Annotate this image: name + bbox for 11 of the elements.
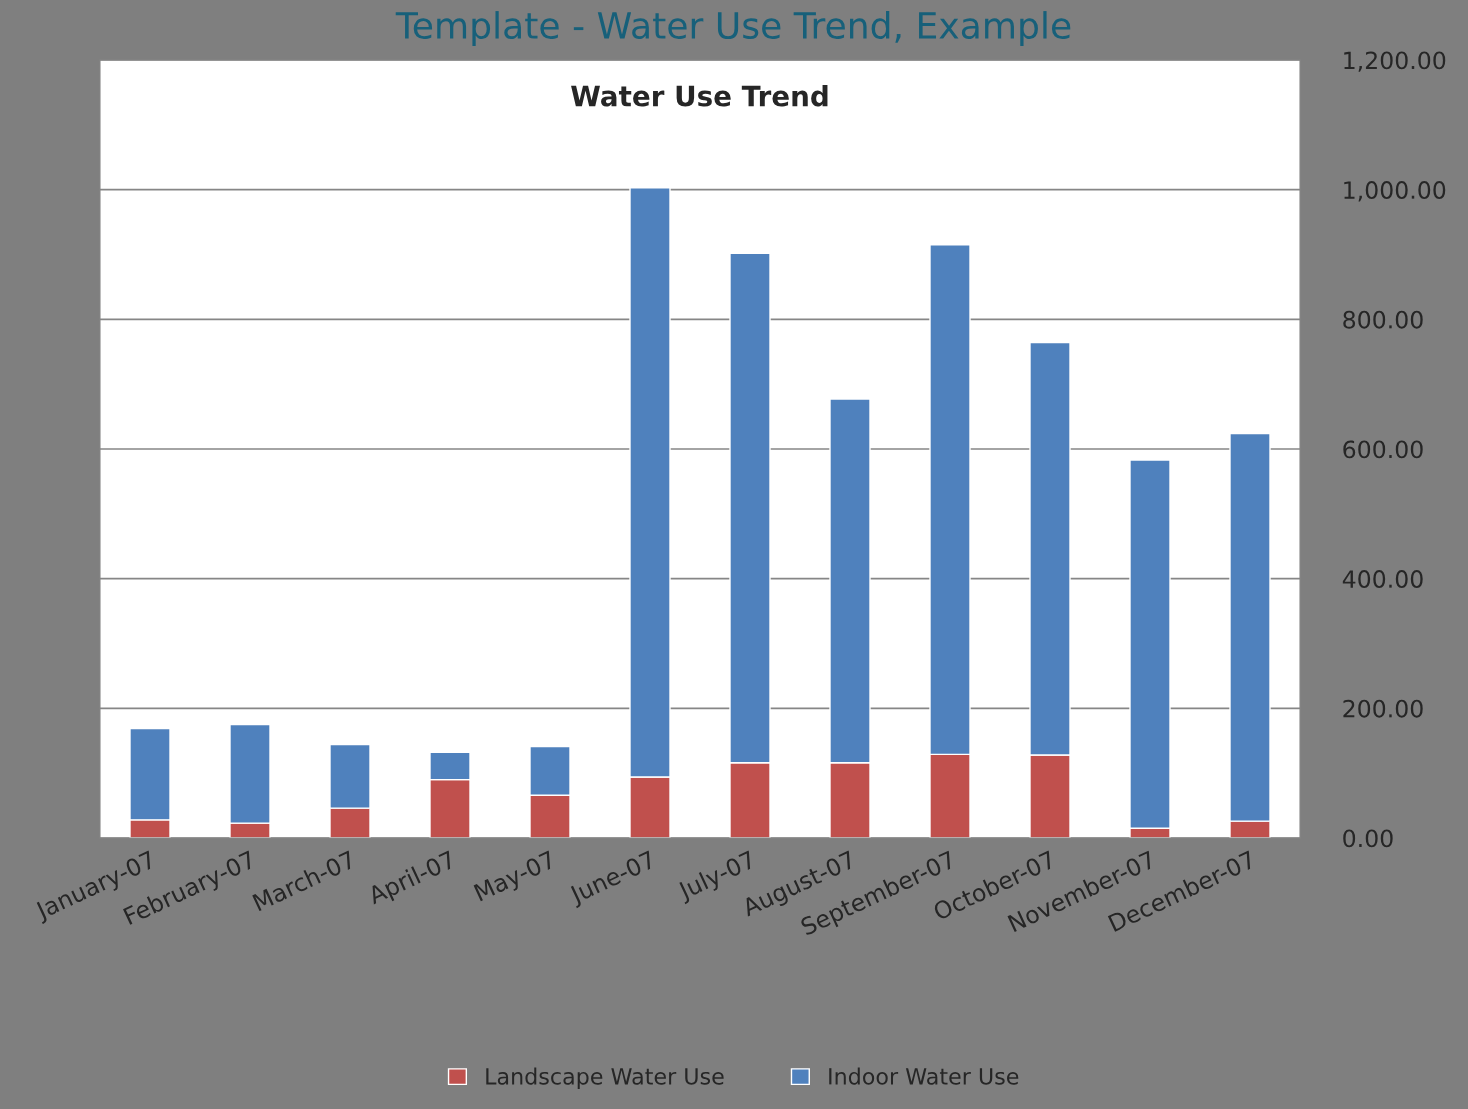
y-tick-label: 1,200.00 xyxy=(1344,51,1446,72)
y-tick-label: 800.00 xyxy=(1343,310,1423,329)
y-tick-label: 0.00 xyxy=(1343,829,1393,848)
y-tick-label: 200.00 xyxy=(1343,699,1423,718)
text: Water Use Trend xyxy=(571,85,828,107)
legend-label: Indoor Water Use xyxy=(829,1067,1019,1085)
y-tick-label: 400.00 xyxy=(1342,570,1423,588)
y-tick-label: 1,000.00 xyxy=(1344,181,1446,202)
legend-label: Landscape Water Use xyxy=(486,1067,724,1089)
chart-subtitle: Template - Water Use Trend, Example xyxy=(395,11,1071,47)
y-tick-label: 600.00 xyxy=(1343,440,1423,459)
